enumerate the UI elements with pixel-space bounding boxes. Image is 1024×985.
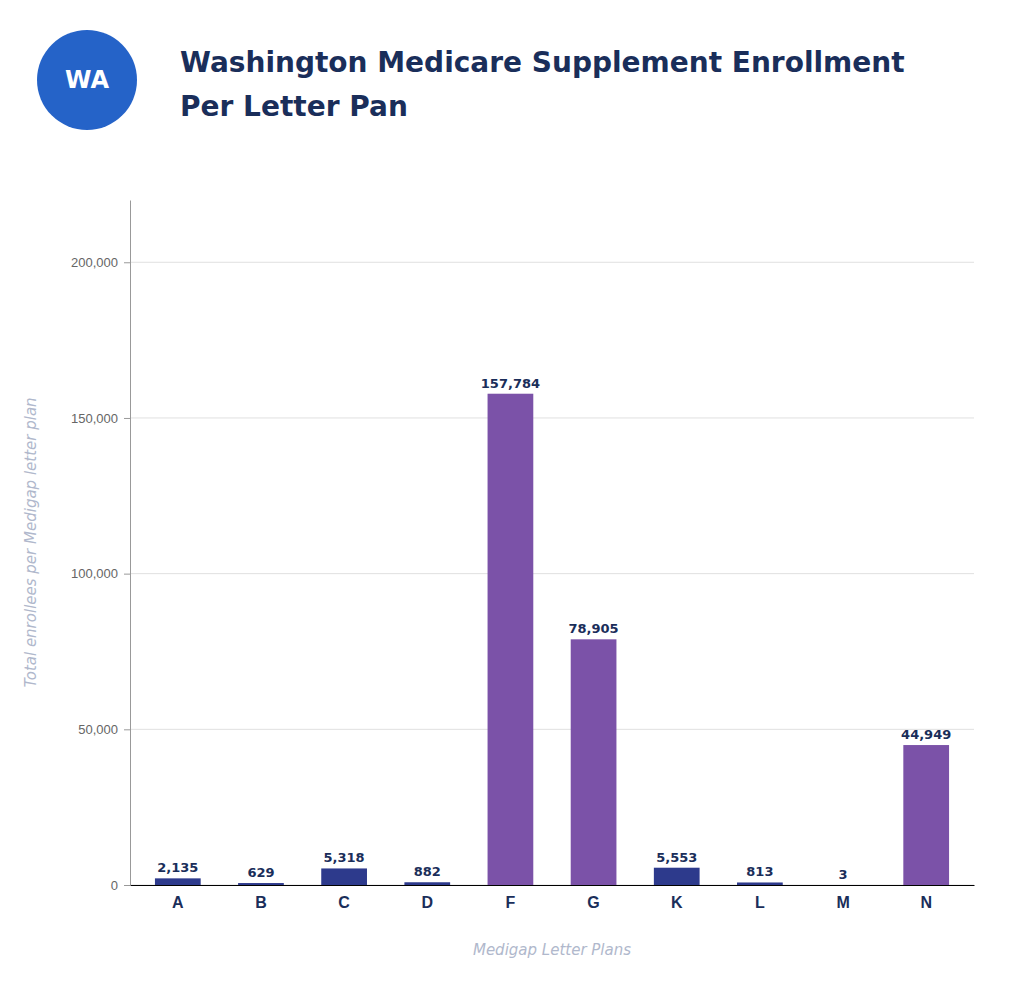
data-label: 3 — [839, 867, 848, 882]
grid — [130, 262, 974, 885]
y-tick-label: 100,000 — [71, 566, 118, 581]
chart: WA Washington Medicare Supplement Enrollm… — [0, 0, 1024, 985]
data-label: 2,135 — [157, 860, 198, 875]
subtitle: Per Letter Pan — [180, 90, 408, 123]
y-tick-mark — [124, 574, 130, 575]
y-tick: 150,000 — [71, 411, 130, 426]
x-tick: G — [587, 885, 599, 911]
y-tick-label: 0 — [111, 878, 118, 893]
bar — [737, 882, 783, 885]
bar — [238, 883, 284, 885]
x-tick-label: G — [587, 894, 599, 911]
x-tick: N — [920, 885, 932, 911]
bar — [404, 882, 450, 885]
bars — [155, 394, 949, 885]
data-label: 5,318 — [324, 850, 365, 865]
data-label: 882 — [414, 864, 441, 879]
x-tick-label: F — [506, 894, 516, 911]
y-tick: 200,000 — [71, 255, 130, 270]
x-axis-line — [131, 885, 975, 886]
y-tick-label: 200,000 — [71, 255, 118, 270]
bar — [654, 868, 700, 885]
x-tick-label: A — [172, 894, 184, 911]
badge: WA — [37, 30, 137, 130]
plot: 2,135 629 5,318 882 157,784 78,905 5,553 813 3 44… — [71, 201, 975, 912]
y-tick-mark — [124, 262, 130, 263]
bar — [321, 868, 367, 885]
x-tick-label: L — [755, 894, 765, 911]
x-tick: A — [172, 885, 184, 911]
x-tick: K — [671, 885, 683, 911]
x-axis: ABCDFGKLMN — [131, 885, 975, 911]
x-tick: L — [755, 885, 765, 911]
x-tick-label: D — [421, 894, 433, 911]
x-tick-label: N — [920, 894, 932, 911]
bar — [155, 878, 201, 885]
data-label: 5,553 — [656, 850, 697, 865]
y-tick-mark — [124, 729, 130, 730]
grid-line — [130, 729, 974, 730]
y-axis-title: Total enrollees per Medigap letter plan — [22, 397, 40, 687]
data-labels: 2,135 629 5,318 882 157,784 78,905 5,553 813 3 44… — [157, 376, 951, 882]
x-tick-label: C — [338, 894, 350, 911]
x-tick-label: M — [836, 894, 849, 911]
data-label: 813 — [746, 864, 773, 879]
y-axis-line — [130, 201, 131, 886]
data-label: 44,949 — [901, 727, 951, 742]
y-tick: 0 — [111, 878, 130, 893]
bar — [903, 745, 949, 885]
x-tick: C — [338, 885, 350, 911]
title: Washington Medicare Supplement Enrollmen… — [180, 46, 905, 79]
x-tick: F — [506, 885, 516, 911]
data-label: 629 — [247, 865, 274, 880]
y-tick: 50,000 — [78, 722, 130, 737]
y-tick-label: 50,000 — [78, 722, 118, 737]
x-axis-title: Medigap Letter Plans — [473, 941, 631, 959]
x-tick-label: B — [255, 894, 267, 911]
y-tick-mark — [124, 885, 130, 886]
bar — [820, 884, 866, 885]
badge-text: WA — [65, 66, 109, 94]
grid-line — [130, 262, 974, 263]
grid-line — [130, 417, 974, 418]
y-tick-mark — [124, 418, 130, 419]
y-tick-label: 150,000 — [71, 411, 118, 426]
badge-circle — [37, 30, 137, 130]
bar — [488, 394, 534, 885]
y-axis: 0 50,000 100,000 150,000 200,000 — [71, 201, 131, 893]
y-tick: 100,000 — [71, 566, 130, 581]
x-tick-label: K — [671, 894, 683, 911]
x-tick: M — [836, 885, 849, 911]
grid-line — [130, 573, 974, 574]
data-label: 157,784 — [481, 376, 540, 391]
bar — [571, 639, 617, 885]
x-tick: D — [421, 885, 433, 911]
data-label: 78,905 — [568, 621, 618, 636]
x-tick: B — [255, 885, 267, 911]
